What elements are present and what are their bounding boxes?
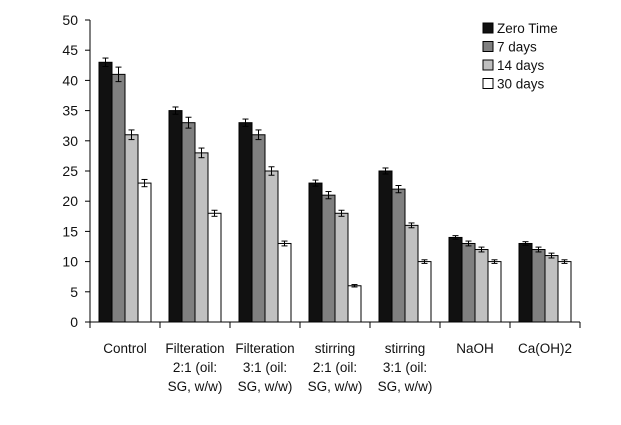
bar xyxy=(461,242,476,323)
bar xyxy=(531,249,546,323)
x-category-label: 3:1 (oil: xyxy=(383,360,427,375)
bar xyxy=(181,122,196,323)
bar xyxy=(137,182,152,323)
bar xyxy=(404,224,419,323)
y-tick-label: 50 xyxy=(62,12,78,28)
x-category-label: Filteration xyxy=(165,341,224,356)
legend-swatch xyxy=(482,59,494,71)
bar xyxy=(518,242,533,323)
legend-swatch xyxy=(482,22,494,34)
bar xyxy=(448,236,463,323)
bar xyxy=(124,134,139,323)
x-category-label: 2:1 (oil: xyxy=(173,360,217,375)
y-tick-label: 15 xyxy=(62,223,78,239)
bar xyxy=(168,110,183,323)
y-tick-label: 20 xyxy=(62,193,78,209)
bar xyxy=(277,242,292,323)
x-category-label: stirring xyxy=(385,341,426,356)
legend-swatch xyxy=(482,78,494,89)
bar xyxy=(334,212,349,323)
y-tick-label: 10 xyxy=(62,254,78,270)
bar xyxy=(347,285,362,323)
y-tick-label: 25 xyxy=(62,163,78,179)
y-tick-label: 0 xyxy=(70,314,78,330)
bars-group xyxy=(98,57,572,323)
bar xyxy=(417,261,432,323)
x-category-label: stirring xyxy=(315,341,356,356)
legend-label: Zero Time xyxy=(497,21,558,36)
legend-label: 7 days xyxy=(497,40,537,55)
bar xyxy=(321,194,336,323)
legend-label: 14 days xyxy=(497,58,545,73)
x-category-label: Control xyxy=(103,341,147,356)
x-category-label: SG, w/w) xyxy=(308,379,363,394)
bar xyxy=(111,73,126,323)
x-category-label: Filteration xyxy=(235,341,294,356)
x-category-label: NaOH xyxy=(456,341,494,356)
y-tick-label: 5 xyxy=(70,284,78,300)
bar xyxy=(487,261,502,323)
y-axis: 0 5 10 15 20 25 30 35 40 45 50 xyxy=(62,12,91,330)
bar xyxy=(378,170,393,323)
x-category-label: 2:1 (oil: xyxy=(313,360,357,375)
y-tick-label: 45 xyxy=(62,42,78,58)
x-category-label: Ca(OH)2 xyxy=(518,341,572,356)
x-category-label: SG, w/w) xyxy=(378,379,433,394)
bar xyxy=(251,134,266,323)
y-tick-label: 40 xyxy=(62,72,78,88)
bar xyxy=(557,261,572,323)
y-tick-label: 30 xyxy=(62,133,78,149)
x-category-label: 3:1 (oil: xyxy=(243,360,287,375)
legend-label: 30 days xyxy=(497,77,545,92)
bar xyxy=(264,170,279,323)
x-category-label: SG, w/w) xyxy=(168,379,223,394)
x-axis: Control Filteration 2:1 (oil: SG, w/w) Filte… xyxy=(89,321,581,394)
bar xyxy=(194,152,209,323)
bar xyxy=(238,122,253,323)
legend-swatch xyxy=(482,41,494,52)
bar xyxy=(207,212,222,323)
bar xyxy=(474,249,489,323)
bar xyxy=(544,255,559,323)
legend: Zero Time 7 days 14 days 30 days xyxy=(482,21,558,92)
bar xyxy=(98,61,113,323)
x-category-label: SG, w/w) xyxy=(238,379,293,394)
y-tick-label: 35 xyxy=(62,103,78,119)
bar xyxy=(308,182,323,323)
bar xyxy=(391,188,406,323)
